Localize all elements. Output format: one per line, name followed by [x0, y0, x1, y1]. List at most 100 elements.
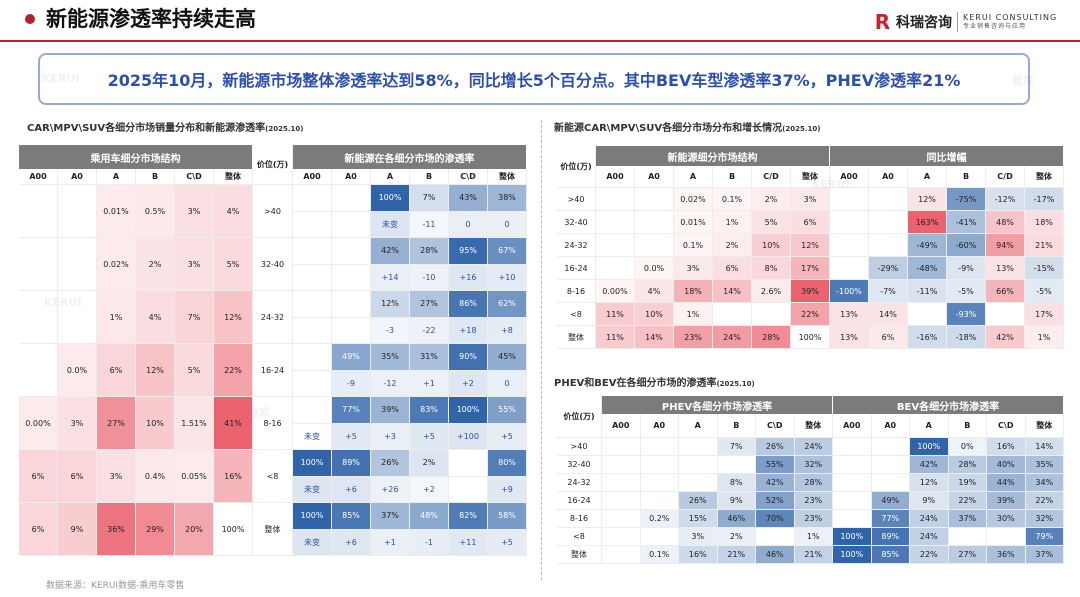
yoy-change-cell	[293, 370, 332, 397]
penetration-cell: 49%	[332, 344, 371, 371]
bev-penetration-cell: 24%	[910, 510, 949, 528]
distribution-cell: 11%	[596, 303, 635, 326]
yoy-growth-cell: -12%	[986, 188, 1025, 211]
yoy-growth-cell	[830, 188, 869, 211]
price-label: >40	[253, 185, 293, 238]
yoy-change-cell: -12	[371, 370, 410, 397]
logo-english: KERUI CONSULTING 专业销售咨询与应用	[963, 13, 1057, 31]
company-logo: R 科瑞咨询 KERUI CONSULTING 专业销售咨询与应用	[874, 9, 1057, 35]
share-cell: 5%	[214, 238, 253, 291]
bev-penetration-cell: 100%	[910, 438, 949, 456]
right-top-section-title-text: 新能源CAR\MPV\SUV各细分市场分布和增长情况	[554, 123, 783, 134]
distribution-cell: 11%	[596, 326, 635, 349]
distribution-cell: 6%	[713, 257, 752, 280]
bev-penetration-cell: 39%	[987, 492, 1026, 510]
yoy-change-cell: 未变	[371, 211, 410, 238]
yoy-growth-cell: 66%	[986, 280, 1025, 303]
col-header: A0	[635, 166, 674, 188]
phev-penetration-cell: 26%	[679, 492, 718, 510]
share-cell: 0.00%	[19, 397, 58, 450]
price-label: >40	[557, 438, 602, 456]
bev-penetration-cell: 40%	[987, 456, 1026, 474]
bev-penetration-cell: 22%	[948, 492, 987, 510]
share-cell: 6%	[19, 503, 58, 556]
share-cell: 5%	[175, 344, 214, 397]
share-cell: 3%	[175, 238, 214, 291]
yoy-change-cell: 0	[449, 211, 488, 238]
yoy-change-cell: 未变	[293, 476, 332, 503]
phev-penetration-cell: 70%	[756, 510, 795, 528]
yoy-change-cell: 0	[488, 211, 527, 238]
nev-distribution-growth-table: 价位(万) 新能源细分市场结构 同比增幅 A00 A00 A0 A0 A A B B C/D C/D 整体…	[557, 146, 1064, 350]
penetration-cell: 27%	[410, 291, 449, 318]
header-nev-penetration: 新能源在各细分市场的渗透率	[293, 145, 527, 169]
col-header: A	[97, 169, 136, 185]
phev-penetration-cell: 32%	[794, 456, 833, 474]
header-yoy-growth: 同比增幅	[830, 146, 1064, 166]
penetration-cell: 35%	[371, 344, 410, 371]
bev-penetration-cell	[987, 528, 1026, 546]
bev-penetration-cell: 24%	[910, 528, 949, 546]
bev-penetration-cell	[833, 510, 872, 528]
distribution-cell: 2.6%	[752, 280, 791, 303]
yoy-change-cell: -1	[410, 529, 449, 556]
bev-penetration-cell: 0%	[948, 438, 987, 456]
left-section-title: CAR\MPV\SUV各细分市场销量分布和新能源渗透率(2025.10)	[27, 122, 303, 136]
yoy-change-cell: +10	[488, 264, 527, 291]
yoy-growth-cell: 13%	[830, 303, 869, 326]
yoy-change-cell	[332, 317, 371, 344]
share-cell	[19, 238, 58, 291]
bev-penetration-cell: 34%	[1025, 474, 1064, 492]
distribution-cell	[635, 211, 674, 234]
yoy-change-cell: +26	[371, 476, 410, 503]
distribution-cell: 14%	[713, 280, 752, 303]
yoy-change-cell: 0	[488, 370, 527, 397]
yoy-growth-cell: -18%	[947, 326, 986, 349]
share-cell: 36%	[97, 503, 136, 556]
penetration-cell	[332, 185, 371, 212]
col-header: C\D	[987, 414, 1026, 438]
distribution-cell: 0.1%	[713, 188, 752, 211]
col-header: A0	[871, 414, 910, 438]
phev-penetration-cell: 24%	[794, 438, 833, 456]
col-header: A	[910, 414, 949, 438]
phev-penetration-cell	[640, 474, 679, 492]
penetration-cell: 67%	[488, 238, 527, 265]
col-header: 整体	[1025, 414, 1064, 438]
logo-mark-icon: R	[874, 10, 891, 34]
bev-penetration-cell	[833, 492, 872, 510]
phev-penetration-cell: 46%	[756, 546, 795, 564]
col-header: A0	[332, 169, 371, 185]
summary-box: 2025年10月，新能源市场整体渗透率达到58%，同比增长5个百分点。其中BEV…	[38, 53, 1030, 105]
distribution-cell: 2%	[713, 234, 752, 257]
penetration-cell	[293, 185, 332, 212]
col-header: A00	[833, 414, 872, 438]
phev-penetration-cell	[602, 438, 641, 456]
yoy-growth-cell: 48%	[986, 211, 1025, 234]
distribution-cell	[635, 188, 674, 211]
distribution-cell: 17%	[791, 257, 830, 280]
distribution-cell	[596, 211, 635, 234]
penetration-cell: 100%	[371, 185, 410, 212]
header-price-range: 价位(万)	[253, 145, 293, 185]
yoy-change-cell	[332, 211, 371, 238]
col-header: B	[947, 166, 986, 188]
bev-penetration-cell: 79%	[1025, 528, 1064, 546]
col-header: A00	[293, 169, 332, 185]
col-header: 整体	[1025, 166, 1064, 188]
right-bottom-section-date: (2025.10)	[716, 380, 755, 388]
penetration-cell: 95%	[449, 238, 488, 265]
distribution-cell: 5%	[752, 211, 791, 234]
col-header: C/D	[986, 166, 1025, 188]
price-label: <8	[557, 528, 602, 546]
penetration-cell: 100%	[449, 397, 488, 424]
bev-penetration-cell: 36%	[987, 546, 1026, 564]
col-header: A0	[58, 169, 97, 185]
phev-penetration-cell: 3%	[679, 528, 718, 546]
bev-penetration-cell: 85%	[871, 546, 910, 564]
yoy-growth-cell: -5%	[947, 280, 986, 303]
distribution-cell	[752, 303, 791, 326]
penetration-cell	[293, 238, 332, 265]
distribution-cell: 100%	[791, 326, 830, 349]
share-cell: 41%	[214, 397, 253, 450]
